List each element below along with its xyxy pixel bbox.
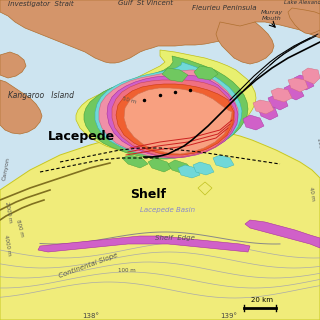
Polygon shape xyxy=(245,220,320,248)
Polygon shape xyxy=(302,68,320,84)
Text: Shelf  Edge: Shelf Edge xyxy=(155,235,195,241)
Text: Shelf: Shelf xyxy=(130,188,166,201)
Polygon shape xyxy=(178,165,200,178)
Text: Gulf  St Vincent: Gulf St Vincent xyxy=(118,0,173,6)
Polygon shape xyxy=(258,105,278,120)
Text: 40 m: 40 m xyxy=(308,186,316,201)
Polygon shape xyxy=(284,85,304,100)
Text: 138°: 138° xyxy=(82,313,99,319)
Text: 20 km: 20 km xyxy=(251,297,273,303)
Polygon shape xyxy=(148,158,172,172)
Polygon shape xyxy=(288,78,308,92)
Polygon shape xyxy=(99,70,238,158)
Polygon shape xyxy=(76,50,256,156)
Text: Murray
Mouth: Murray Mouth xyxy=(261,10,283,21)
Polygon shape xyxy=(107,75,238,158)
Text: 2000 m: 2000 m xyxy=(4,201,12,223)
Polygon shape xyxy=(271,88,292,102)
Text: Investigator  Strait: Investigator Strait xyxy=(8,1,74,7)
Polygon shape xyxy=(288,8,320,34)
Polygon shape xyxy=(168,160,192,174)
Text: 100 m: 100 m xyxy=(118,268,136,273)
Text: 4000 m: 4000 m xyxy=(3,234,12,256)
Polygon shape xyxy=(84,56,248,159)
Polygon shape xyxy=(194,66,218,80)
Text: Canyon: Canyon xyxy=(2,156,11,181)
Polygon shape xyxy=(216,22,274,64)
Polygon shape xyxy=(0,80,42,134)
Polygon shape xyxy=(0,127,320,320)
Polygon shape xyxy=(213,155,234,168)
Text: 139°: 139° xyxy=(220,313,237,319)
Polygon shape xyxy=(253,100,274,114)
Polygon shape xyxy=(38,236,250,252)
Polygon shape xyxy=(112,80,235,157)
Polygon shape xyxy=(0,52,26,78)
Polygon shape xyxy=(294,75,314,90)
Polygon shape xyxy=(193,162,214,175)
Polygon shape xyxy=(122,155,148,168)
Text: Continental Slope: Continental Slope xyxy=(58,252,119,279)
Polygon shape xyxy=(116,84,234,155)
Text: 100 m: 100 m xyxy=(316,138,320,156)
Text: Lake Alexandrina: Lake Alexandrina xyxy=(284,0,320,5)
Polygon shape xyxy=(0,0,320,63)
Text: 50 m: 50 m xyxy=(122,97,137,105)
Text: Lacepede Basin: Lacepede Basin xyxy=(140,207,195,213)
Text: Lacepede: Lacepede xyxy=(48,130,115,143)
Polygon shape xyxy=(124,88,232,154)
Polygon shape xyxy=(95,62,242,158)
Polygon shape xyxy=(198,182,212,195)
Polygon shape xyxy=(162,68,188,82)
Polygon shape xyxy=(243,115,264,130)
Text: Fleurieu Peninsula: Fleurieu Peninsula xyxy=(192,5,257,11)
Polygon shape xyxy=(268,95,288,110)
Text: Kangaroo   Island: Kangaroo Island xyxy=(8,91,74,100)
Text: 800 m: 800 m xyxy=(15,219,24,237)
